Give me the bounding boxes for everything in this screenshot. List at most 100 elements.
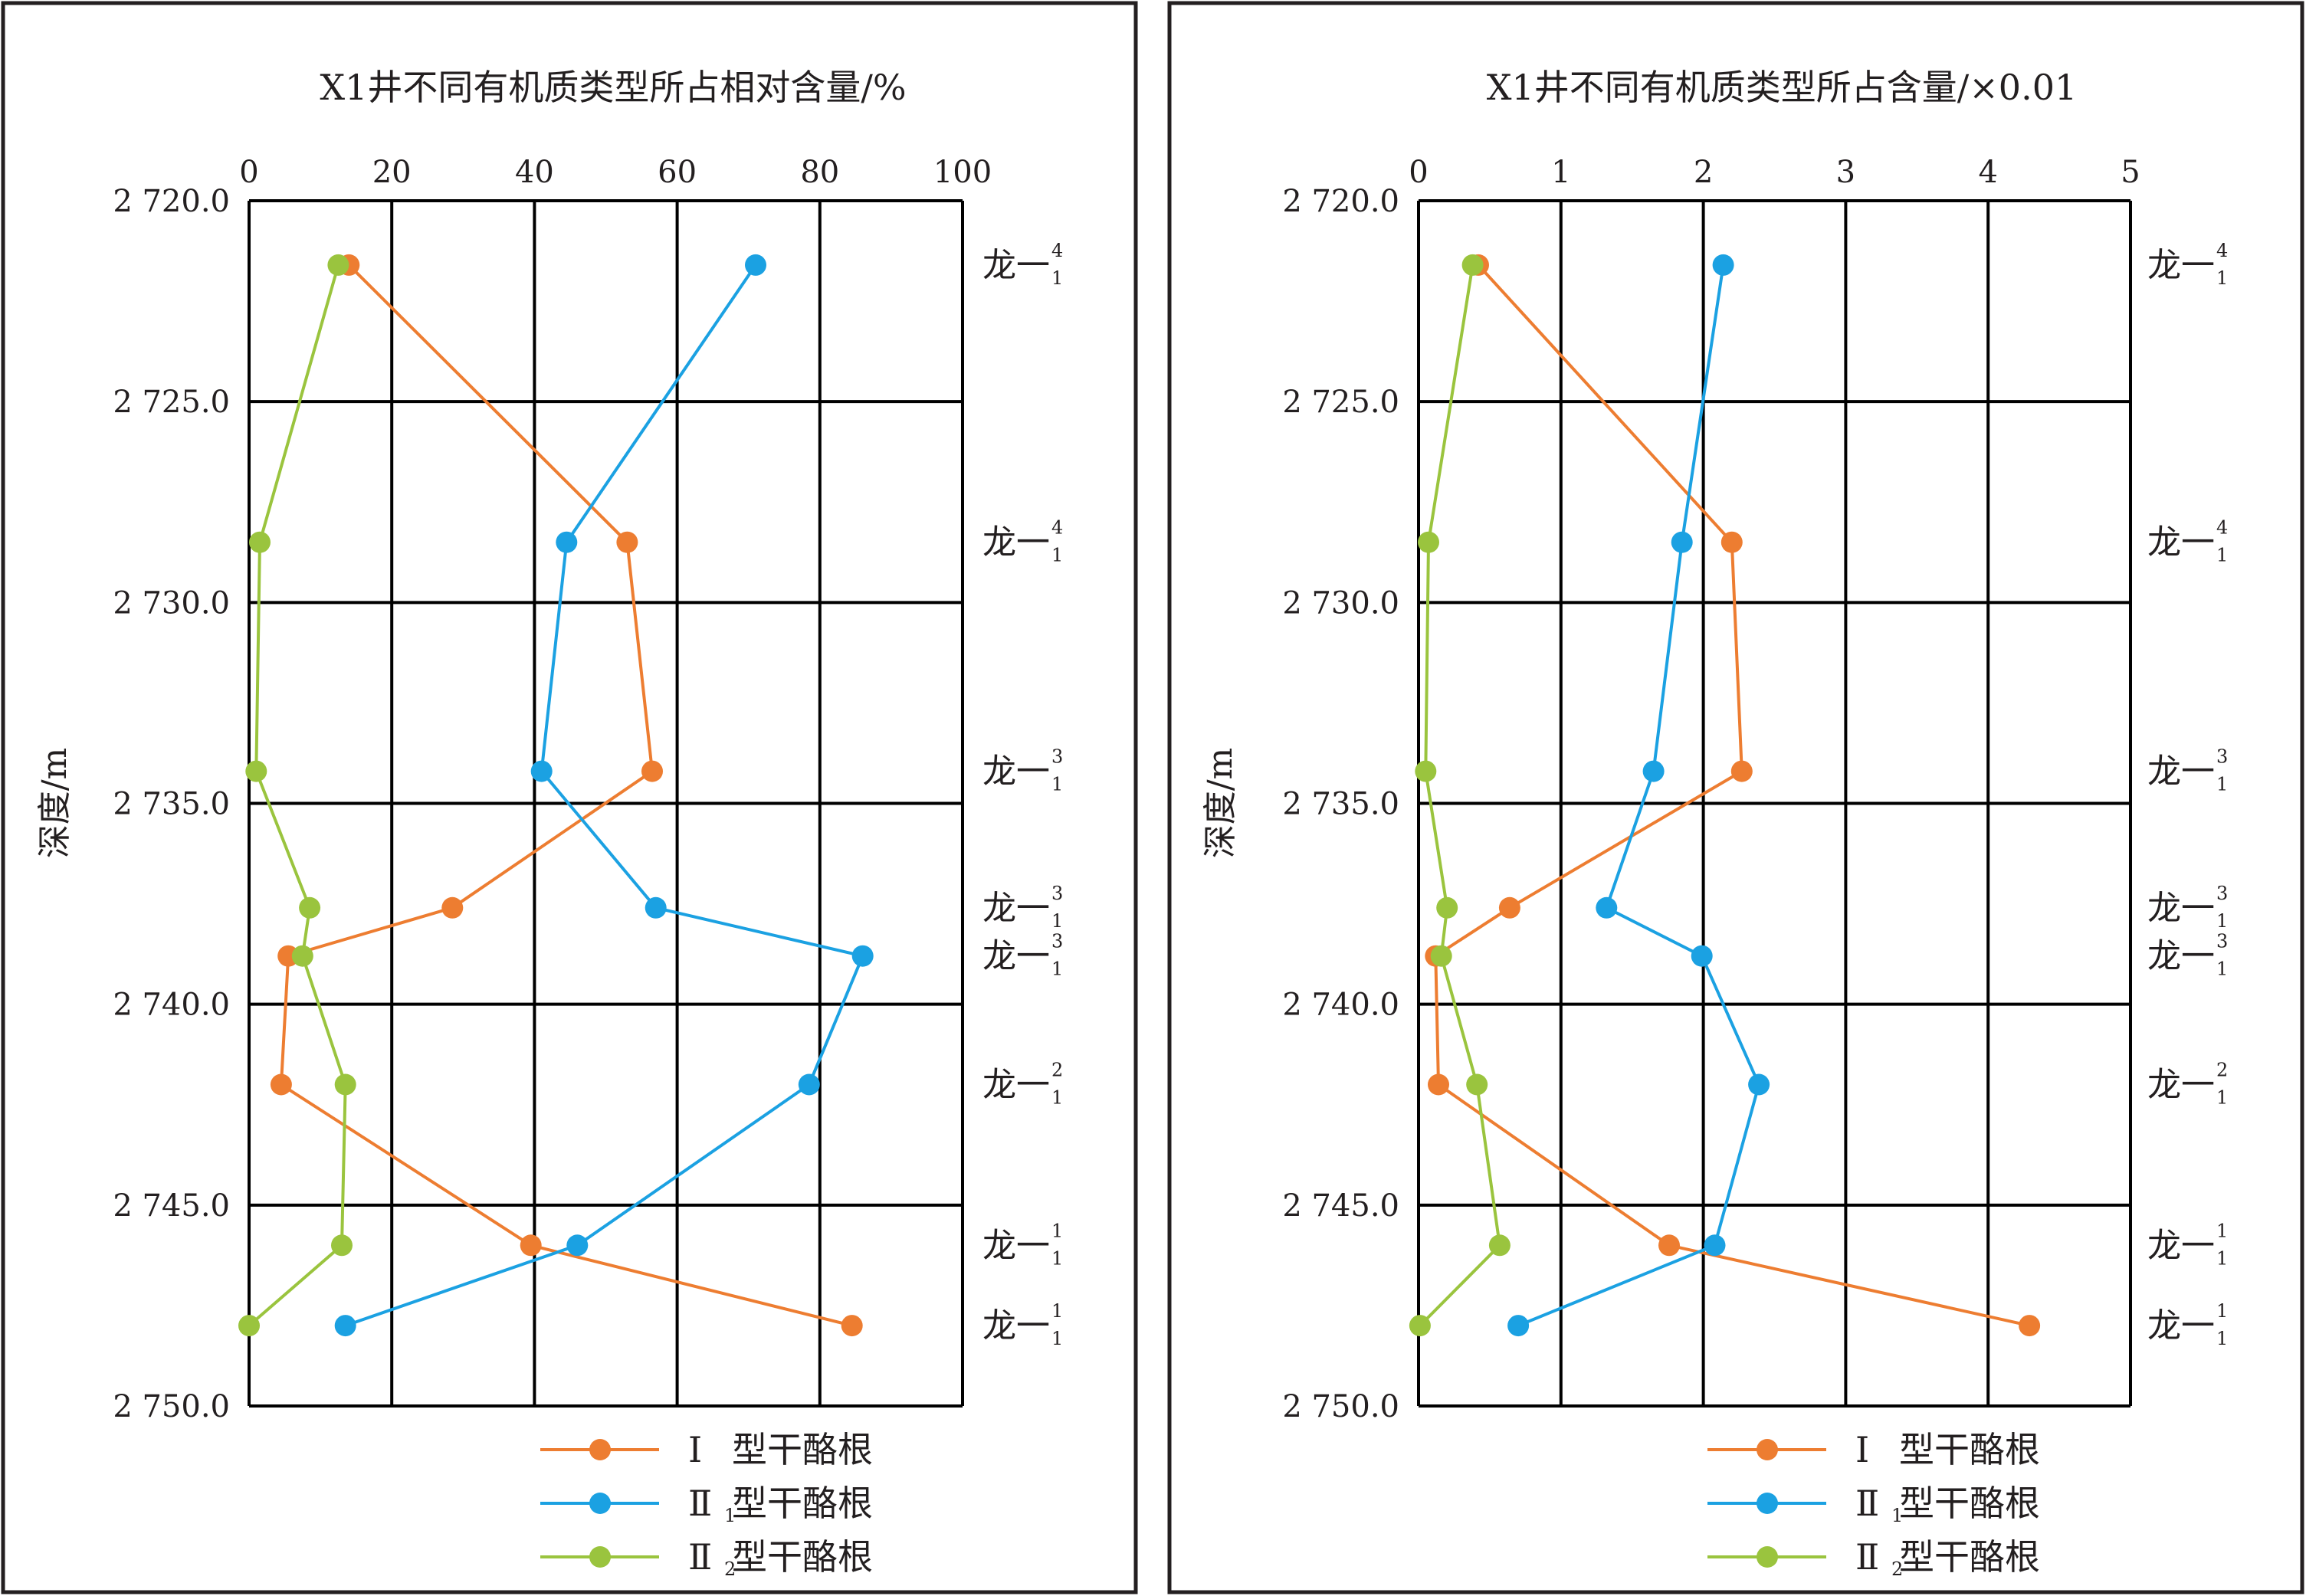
- legend-marker: [589, 1493, 611, 1514]
- series-line-I: [1434, 264, 2030, 1328]
- data-point-II1: [566, 1234, 589, 1257]
- legend-item-I: Ⅰ 型干酪根: [540, 1429, 873, 1470]
- zone-label-superscript: 4: [1051, 517, 1063, 539]
- zone-label: 龙一 3 1: [2147, 883, 2228, 932]
- data-point-II1: [1748, 1073, 1770, 1096]
- zone-label-superscript: 1: [2216, 1300, 2228, 1322]
- data-point-I: [441, 896, 464, 919]
- zone-label-subscript: 1: [2216, 267, 2228, 289]
- zone-label-text: 龙一: [2147, 1306, 2215, 1345]
- series-line-II1: [345, 264, 865, 1327]
- data-point-II2: [1466, 1073, 1488, 1096]
- zone-label-text: 龙一: [982, 1066, 1050, 1105]
- zone-label-subscript: 1: [2216, 1328, 2228, 1349]
- zone-label: 龙一 4 1: [2147, 240, 2228, 289]
- y-tick-label: 2 725.0: [113, 385, 230, 420]
- y-tick-label: 2 735.0: [1282, 787, 1399, 822]
- data-point-II2: [299, 896, 321, 919]
- data-point-II2: [1488, 1234, 1511, 1257]
- legend-roman: Ⅰ: [688, 1429, 702, 1470]
- data-point-II2: [249, 531, 271, 553]
- zone-label-text: 龙一: [982, 523, 1050, 562]
- zone-label-subscript: 1: [1051, 1087, 1063, 1109]
- zone-label-text: 龙一: [982, 937, 1050, 976]
- x-tick-label: 0: [1409, 155, 1428, 190]
- zone-label-subscript: 1: [1051, 545, 1063, 566]
- legend-subscript: 2: [1891, 1558, 1903, 1580]
- zone-label: 龙一 4 1: [982, 240, 1063, 289]
- data-point-II1: [1507, 1315, 1530, 1337]
- data-point-II2: [331, 1234, 353, 1257]
- chart-title: X1井不同有机质类型所占含量/×0.01: [1487, 67, 2077, 108]
- legend-label: 型干酪根: [732, 1483, 873, 1524]
- y-axis-label: 深度/m: [35, 748, 74, 859]
- legend-marker: [589, 1546, 611, 1568]
- y-tick-label: 2 740.0: [113, 988, 230, 1023]
- data-point-II1: [798, 1073, 820, 1096]
- data-point-I: [616, 531, 638, 553]
- zone-label-text: 龙一: [2147, 246, 2215, 285]
- zone-label-subscript: 1: [1051, 267, 1063, 289]
- x-tick-label: 1: [1551, 155, 1570, 190]
- series-I: [1434, 264, 2030, 1328]
- data-point-I: [520, 1234, 542, 1257]
- data-point-II1: [645, 896, 667, 919]
- zone-label: 龙一 4 1: [2147, 517, 2228, 566]
- zone-label: 龙一 3 1: [982, 931, 1063, 980]
- zone-label-text: 龙一: [982, 246, 1050, 285]
- chart-panel-1: X1井不同有机质类型所占相对含量/% 0 20 40 60 80 100 2 720.0 2 7…: [1, 1, 1138, 1594]
- y-axis-label: 深度/m: [1201, 748, 1240, 859]
- data-point-I: [1498, 896, 1520, 919]
- data-point-II2: [327, 254, 349, 276]
- zone-label-text: 龙一: [2147, 752, 2215, 791]
- data-point-I: [641, 760, 663, 782]
- chart-panel-2: X1井不同有机质类型所占含量/×0.01 0 1 2 3 4 5 2 720.0 2 725.0…: [1167, 1, 2304, 1594]
- x-tick-label: 100: [933, 155, 992, 190]
- legend-marker: [589, 1439, 611, 1460]
- x-tick-label: 0: [239, 155, 258, 190]
- zone-label-superscript: 4: [2216, 517, 2228, 539]
- zone-label-superscript: 2: [2216, 1060, 2228, 1081]
- zone-label-superscript: 4: [1051, 240, 1063, 261]
- zone-label-text: 龙一: [2147, 889, 2215, 928]
- zone-label: 龙一 1 1: [2147, 1220, 2228, 1269]
- legend-subscript: 2: [724, 1558, 736, 1580]
- zone-label-text: 龙一: [982, 1306, 1050, 1345]
- zone-label-superscript: 4: [2216, 240, 2228, 261]
- zone-label-subscript: 1: [2216, 774, 2228, 795]
- data-point-II2: [1430, 945, 1452, 967]
- zone-label-text: 龙一: [982, 752, 1050, 791]
- zone-label: 龙一 3 1: [982, 746, 1063, 795]
- legend-label: 型干酪根: [1899, 1536, 2040, 1578]
- chart-title: X1井不同有机质类型所占相对含量/%: [320, 67, 906, 108]
- panel-frame: [1, 1, 1138, 1594]
- data-point-II1: [334, 1315, 356, 1337]
- data-point-II2: [238, 1315, 260, 1337]
- y-tick-label: 2 725.0: [1282, 385, 1399, 420]
- zone-label-subscript: 1: [1051, 774, 1063, 795]
- data-point-II2: [334, 1073, 356, 1096]
- data-point-I: [270, 1073, 292, 1096]
- data-point-II1: [1691, 945, 1713, 967]
- zone-label-superscript: 3: [2216, 746, 2228, 768]
- zone-label-subscript: 1: [2216, 1087, 2228, 1109]
- legend-roman: Ⅰ: [1855, 1429, 1869, 1470]
- data-point-I: [1428, 1073, 1449, 1096]
- series-I: [279, 264, 853, 1328]
- data-point-I: [1720, 531, 1743, 553]
- y-tick-label: 2 730.0: [1282, 585, 1399, 621]
- legend-marker: [1757, 1546, 1778, 1568]
- x-tick-label: 4: [1978, 155, 1997, 190]
- data-point-II1: [745, 254, 766, 276]
- data-point-II1: [1712, 254, 1734, 276]
- legend-item-I: Ⅰ 型干酪根: [1707, 1429, 2040, 1470]
- zone-label-text: 龙一: [2147, 523, 2215, 562]
- zone-label-superscript: 3: [1051, 746, 1063, 768]
- data-point-II2: [245, 760, 267, 782]
- zone-label-subscript: 1: [2216, 959, 2228, 980]
- data-point-II2: [1415, 760, 1437, 782]
- zone-label: 龙一 2 1: [2147, 1060, 2228, 1109]
